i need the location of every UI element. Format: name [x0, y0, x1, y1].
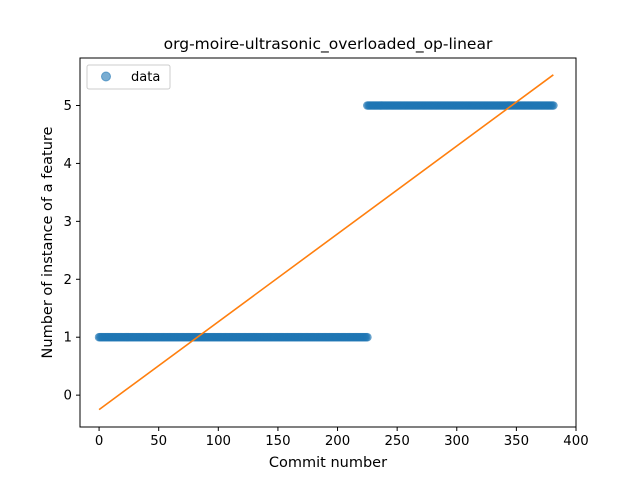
y-tick-label: 2	[64, 273, 72, 288]
y-tick-label: 5	[64, 99, 72, 114]
legend-entry-data: data	[131, 70, 160, 85]
x-tick-label: 400	[563, 434, 588, 449]
legend-marker	[102, 72, 111, 81]
x-tick-label: 50	[150, 434, 167, 449]
x-tick-label: 200	[325, 434, 350, 449]
x-tick-label: 150	[265, 434, 290, 449]
y-axis: 0 1 2 3 4 5	[64, 99, 80, 404]
x-axis-label: Commit number	[269, 455, 387, 471]
x-tick-label: 300	[444, 434, 469, 449]
y-tick-label: 3	[64, 215, 72, 230]
data-point	[549, 102, 557, 110]
scatter-points	[95, 102, 557, 342]
y-tick-label: 1	[64, 331, 72, 346]
data-point	[363, 333, 371, 341]
x-tick-label: 350	[504, 434, 529, 449]
chart-title: org-moire-ultrasonic_overloaded_op-linea…	[164, 35, 493, 54]
legend: data	[87, 65, 170, 89]
y-tick-label: 4	[64, 157, 72, 172]
x-tick-label: 250	[384, 434, 409, 449]
fit-line	[99, 75, 553, 410]
fit-line-layer	[99, 75, 553, 410]
y-axis-label: Number of instance of a feature	[40, 126, 56, 358]
x-axis: 0 50 100 150 200 250 300 350 400	[95, 427, 589, 449]
x-tick-label: 100	[206, 434, 231, 449]
y-tick-label: 0	[64, 389, 72, 404]
x-tick-label: 0	[95, 434, 103, 449]
